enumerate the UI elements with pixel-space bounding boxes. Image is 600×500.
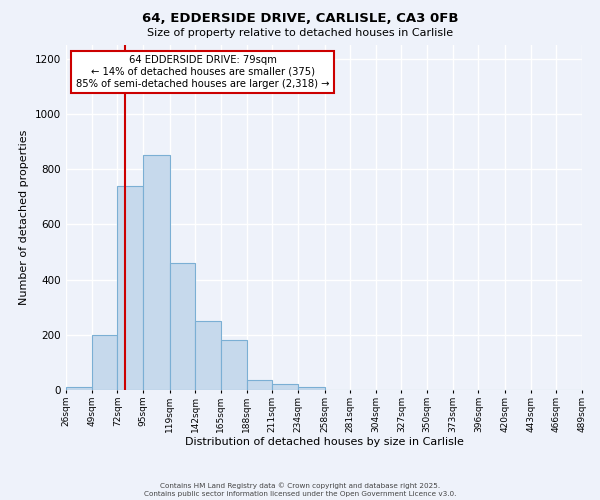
Bar bbox=[195, 321, 221, 390]
Y-axis label: Number of detached properties: Number of detached properties bbox=[19, 130, 29, 305]
Text: Contains public sector information licensed under the Open Government Licence v3: Contains public sector information licen… bbox=[144, 491, 456, 497]
Bar bbox=[247, 380, 272, 390]
Bar bbox=[92, 335, 117, 390]
Text: 64 EDDERSIDE DRIVE: 79sqm
← 14% of detached houses are smaller (375)
85% of semi: 64 EDDERSIDE DRIVE: 79sqm ← 14% of detac… bbox=[76, 56, 329, 88]
Text: 64, EDDERSIDE DRIVE, CARLISLE, CA3 0FB: 64, EDDERSIDE DRIVE, CARLISLE, CA3 0FB bbox=[142, 12, 458, 26]
Bar bbox=[66, 387, 92, 390]
Bar bbox=[221, 340, 247, 390]
Bar bbox=[298, 387, 325, 390]
Bar bbox=[272, 384, 298, 390]
Text: Size of property relative to detached houses in Carlisle: Size of property relative to detached ho… bbox=[147, 28, 453, 38]
Bar bbox=[170, 263, 195, 390]
X-axis label: Distribution of detached houses by size in Carlisle: Distribution of detached houses by size … bbox=[185, 438, 463, 448]
Text: Contains HM Land Registry data © Crown copyright and database right 2025.: Contains HM Land Registry data © Crown c… bbox=[160, 482, 440, 489]
Bar bbox=[117, 186, 143, 390]
Bar bbox=[143, 156, 170, 390]
